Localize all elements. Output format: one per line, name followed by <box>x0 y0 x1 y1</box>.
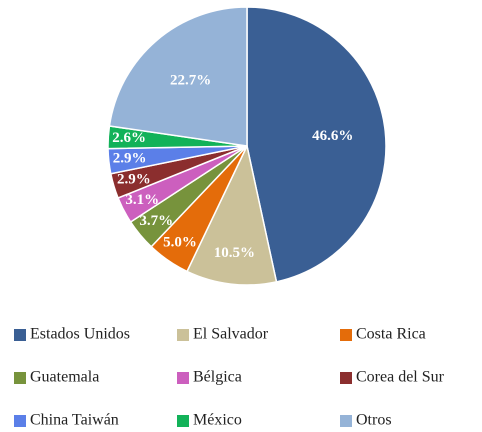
legend-swatch <box>14 415 26 427</box>
legend-swatch <box>177 329 189 341</box>
data-label: 46.6% <box>312 128 353 144</box>
data-label: 3.7% <box>139 213 173 229</box>
legend-label: Bélgica <box>193 369 242 386</box>
legend-label: México <box>193 412 242 429</box>
legend-swatch <box>177 415 189 427</box>
data-label: 2.6% <box>112 130 146 146</box>
legend-label: El Salvador <box>193 326 269 343</box>
legend-label: Corea del Sur <box>356 369 445 386</box>
legend-swatch <box>340 372 352 384</box>
legend-label: Otros <box>356 412 392 429</box>
legend-swatch <box>14 372 26 384</box>
legend-label: Estados Unidos <box>30 326 130 343</box>
pie-slice <box>108 6 248 147</box>
pie-slice <box>186 143 278 286</box>
data-label: 2.9% <box>117 171 151 187</box>
data-label: 5.0% <box>163 235 197 251</box>
legend-swatch <box>340 329 352 341</box>
data-label: 10.5% <box>214 245 255 261</box>
legend-swatch <box>14 329 26 341</box>
pie-slice <box>246 6 387 283</box>
data-label: 22.7% <box>170 72 211 88</box>
legend-swatch <box>177 372 189 384</box>
data-label: 2.9% <box>113 150 147 166</box>
legend-label: Costa Rica <box>356 326 426 343</box>
legend-label: China Taiwán <box>30 412 119 429</box>
data-label: 3.1% <box>125 192 159 208</box>
legend-swatch <box>340 415 352 427</box>
legend-label: Guatemala <box>30 369 99 386</box>
